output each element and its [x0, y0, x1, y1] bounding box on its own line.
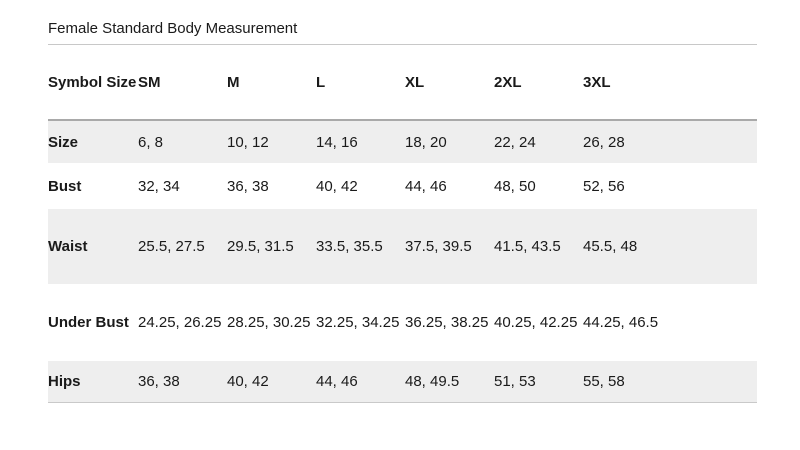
cell-hips-m: 40, 42: [227, 374, 269, 389]
cell-bust-xl: 44, 46: [405, 178, 447, 194]
header-symbol-size: Symbol Size: [48, 74, 137, 90]
cell-waist-xl: 37.5, 39.5: [405, 239, 472, 254]
row-label: Bust: [48, 178, 82, 194]
table-row-under-bust: Under Bust 24.25, 26.25 28.25, 30.25 32.…: [48, 284, 757, 361]
header-col-3xl: 3XL: [583, 74, 611, 90]
row-label: Under Bust: [48, 315, 129, 330]
cell-underbust-sm: 24.25, 26.25: [138, 315, 222, 330]
cell-hips-l: 44, 46: [316, 374, 358, 389]
cell-hips-2xl: 51, 53: [494, 374, 536, 389]
cell-waist-l: 33.5, 35.5: [316, 239, 383, 254]
cell-underbust-xl: 36.25, 38.25: [405, 315, 489, 330]
row-label: Size: [48, 134, 79, 150]
table-row-size: Size 6, 8 10, 12 14, 16 18, 20 22, 24 26…: [48, 121, 757, 163]
table-row-hips: Hips 36, 38 40, 42 44, 46 48, 49.5 51, 5…: [48, 361, 757, 403]
cell-underbust-3xl: 44.25, 46.5: [583, 315, 659, 330]
measurement-table: Symbol Size SM M L XL 2XL 3XL Size 6, 8 …: [48, 44, 757, 403]
cell-size-3xl: 26, 28: [583, 134, 625, 150]
header-col-l: L: [316, 74, 326, 90]
row-label: Hips: [48, 374, 81, 389]
table-header-row: Symbol Size SM M L XL 2XL 3XL: [48, 45, 757, 121]
cell-waist-m: 29.5, 31.5: [227, 239, 294, 254]
cell-size-2xl: 22, 24: [494, 134, 536, 150]
cell-hips-sm: 36, 38: [138, 374, 180, 389]
cell-bust-3xl: 52, 56: [583, 178, 625, 194]
cell-underbust-l: 32.25, 34.25: [316, 315, 400, 330]
cell-bust-l: 40, 42: [316, 178, 358, 194]
header-col-sm: SM: [138, 74, 161, 90]
cell-size-m: 10, 12: [227, 134, 269, 150]
cell-bust-m: 36, 38: [227, 178, 269, 194]
cell-waist-2xl: 41.5, 43.5: [494, 239, 561, 254]
cell-size-l: 14, 16: [316, 134, 358, 150]
header-col-xl: XL: [405, 74, 425, 90]
cell-waist-3xl: 45.5, 48: [583, 239, 638, 254]
header-col-m: M: [227, 74, 240, 90]
table-row-bust: Bust 32, 34 36, 38 40, 42 44, 46 48, 50 …: [48, 163, 757, 209]
cell-size-xl: 18, 20: [405, 134, 447, 150]
table-row-waist: Waist 25.5, 27.5 29.5, 31.5 33.5, 35.5 3…: [48, 209, 757, 284]
cell-underbust-m: 28.25, 30.25: [227, 315, 311, 330]
cell-hips-xl: 48, 49.5: [405, 374, 460, 389]
row-label: Waist: [48, 239, 88, 254]
cell-size-sm: 6, 8: [138, 134, 164, 150]
cell-bust-2xl: 48, 50: [494, 178, 536, 194]
header-col-2xl: 2XL: [494, 74, 522, 90]
cell-waist-sm: 25.5, 27.5: [138, 239, 205, 254]
cell-bust-sm: 32, 34: [138, 178, 180, 194]
cell-hips-3xl: 55, 58: [583, 374, 625, 389]
cell-underbust-2xl: 40.25, 42.25: [494, 315, 578, 330]
page-title: Female Standard Body Measurement: [48, 20, 298, 37]
